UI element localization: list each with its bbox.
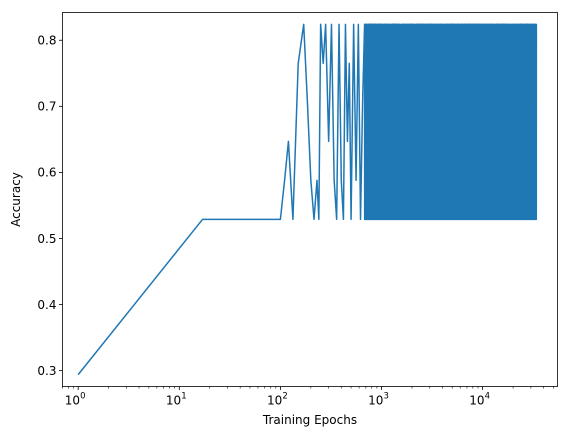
x-tick-exponent: 0 xyxy=(80,392,85,402)
x-tick-base: 10 xyxy=(267,394,282,408)
x-tick-exponent: 2 xyxy=(282,392,287,402)
y-tick-label: 0.3 xyxy=(37,364,56,378)
y-axis: 0.3 0.4 0.5 0.6 0.7 0.8 xyxy=(37,34,63,378)
plot-area xyxy=(62,12,558,387)
x-tick-label: 100 xyxy=(65,392,86,408)
x-tick-exponent: 4 xyxy=(485,392,490,402)
x-tick-label: 101 xyxy=(166,392,187,408)
series-layer xyxy=(77,23,538,376)
y-tick-label: 0.8 xyxy=(37,34,56,48)
x-tick-label: 104 xyxy=(469,392,490,408)
x-tick-base: 10 xyxy=(469,394,484,408)
x-tick-label: 103 xyxy=(368,392,389,408)
y-axis-label: Accuracy xyxy=(9,172,23,227)
x-tick-base: 10 xyxy=(65,394,80,408)
x-axis: 100 101 102 103 104 xyxy=(62,386,554,408)
x-tick-base: 10 xyxy=(368,394,383,408)
y-tick-label: 0.7 xyxy=(37,100,56,114)
x-tick-label: 102 xyxy=(267,392,288,408)
accuracy-series-line xyxy=(77,23,538,376)
y-tick-label: 0.5 xyxy=(37,232,56,246)
y-tick-label: 0.6 xyxy=(37,166,56,180)
x-tick-base: 10 xyxy=(166,394,181,408)
y-tick-label: 0.4 xyxy=(37,298,56,312)
x-axis-label: Training Epochs xyxy=(262,413,357,427)
x-tick-exponent: 3 xyxy=(383,392,388,402)
plot-frame xyxy=(62,12,558,387)
x-tick-exponent: 1 xyxy=(181,392,186,402)
